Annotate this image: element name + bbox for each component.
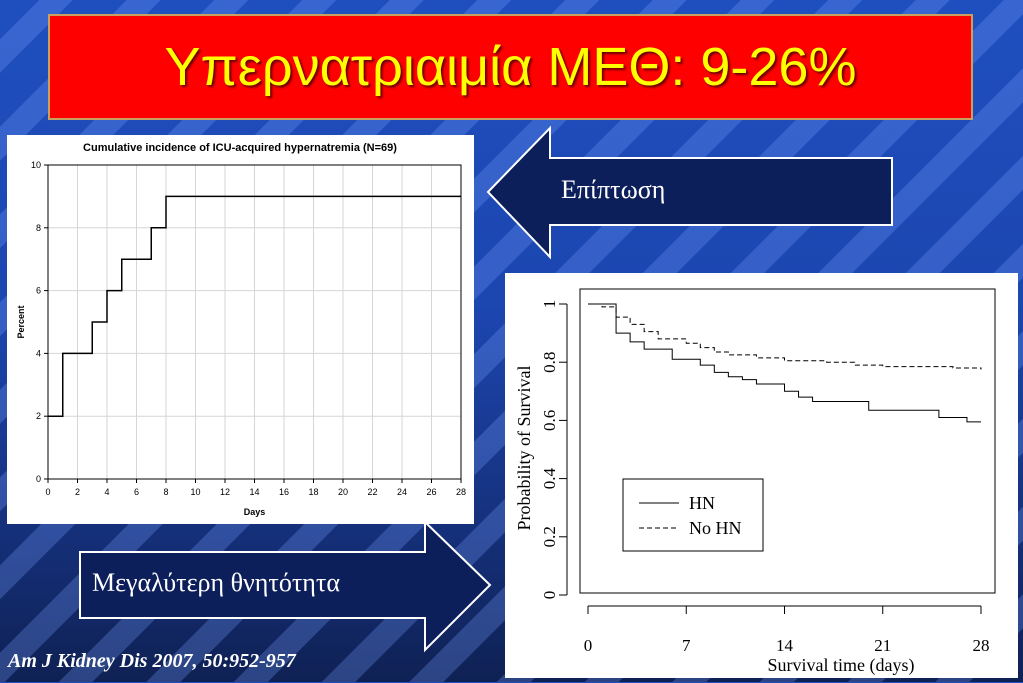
y-axis-label: Probability of Survival	[514, 366, 534, 531]
x-tick-label: 0	[584, 636, 593, 655]
incidence-step-line	[48, 195, 461, 417]
legend-label: No HN	[689, 518, 742, 538]
series-hn-line	[588, 303, 981, 423]
survival-chart: 0 7 14 21 28 Survival time (days) 0 0.2 0.4 0.6 0.…	[514, 288, 996, 676]
x-tick-label: 10	[190, 487, 200, 497]
y-tick-label: 0.4	[540, 467, 559, 489]
x-tick-label: 0	[45, 487, 50, 497]
x-tick-label: 8	[163, 487, 168, 497]
x-tick-label: 21	[874, 636, 891, 655]
x-tick-label: 20	[338, 487, 348, 497]
title-box: Υπερνατριαιμία ΜΕΘ: 9-26%	[48, 14, 973, 120]
x-tick-label: 14	[249, 487, 259, 497]
x-tick-label: 24	[397, 487, 407, 497]
y-tick-label: 4	[36, 348, 41, 358]
slide-title: Υπερνατριαιμία ΜΕΘ: 9-26%	[164, 37, 857, 97]
incidence-chart-panel: Cumulative incidence of ICU-acquired hyp…	[7, 135, 474, 524]
survival-chart-panel: 0 7 14 21 28 Survival time (days) 0 0.2 0.4 0.6 0.…	[505, 273, 1018, 678]
y-axis-label: Percent	[16, 305, 26, 338]
legend-label: HN	[689, 493, 715, 513]
x-tick-label: 26	[426, 487, 436, 497]
legend-box	[622, 478, 764, 552]
y-tick-label: 1	[540, 300, 559, 309]
x-axis-label: Days	[244, 507, 266, 517]
x-tick-label: 18	[308, 487, 318, 497]
incidence-chart: Cumulative incidence of ICU-acquired hyp…	[16, 142, 466, 517]
y-tick-label: 10	[31, 160, 41, 170]
incidence-label: Επίπτωση	[561, 175, 666, 204]
y-tick-label: 0.2	[540, 526, 559, 547]
x-tick-label: 28	[456, 487, 466, 497]
y-tick-label: 0	[540, 591, 559, 600]
y-tick-label: 0.8	[540, 352, 559, 373]
y-tick-label: 0	[36, 474, 41, 484]
x-tick-label: 16	[279, 487, 289, 497]
right-arrow-shape	[79, 519, 492, 653]
x-tick-label: 14	[776, 636, 794, 655]
y-tick-label: 2	[36, 411, 41, 421]
plot-frame	[579, 288, 996, 594]
x-tick-label: 22	[367, 487, 377, 497]
chart-title: Cumulative incidence of ICU-acquired hyp…	[83, 142, 397, 154]
x-tick-label: 2	[75, 487, 80, 497]
x-axis-label: Survival time (days)	[768, 655, 915, 676]
series-no-hn-line	[588, 303, 982, 370]
y-tick-label: 6	[36, 286, 41, 296]
x-tick-label: 12	[220, 487, 230, 497]
x-tick-label: 7	[682, 636, 691, 655]
y-tick-label: 8	[36, 223, 41, 233]
x-tick-label: 6	[134, 487, 139, 497]
citation: Am J Kidney Dis 2007, 50:952-957	[8, 650, 296, 672]
y-tick-label: 0.6	[540, 410, 559, 431]
x-tick-label: 4	[104, 487, 109, 497]
left-arrow-shape	[486, 125, 893, 260]
x-tick-label: 28	[973, 636, 990, 655]
mortality-label: Μεγαλύτερη θνητότητα	[92, 568, 340, 597]
